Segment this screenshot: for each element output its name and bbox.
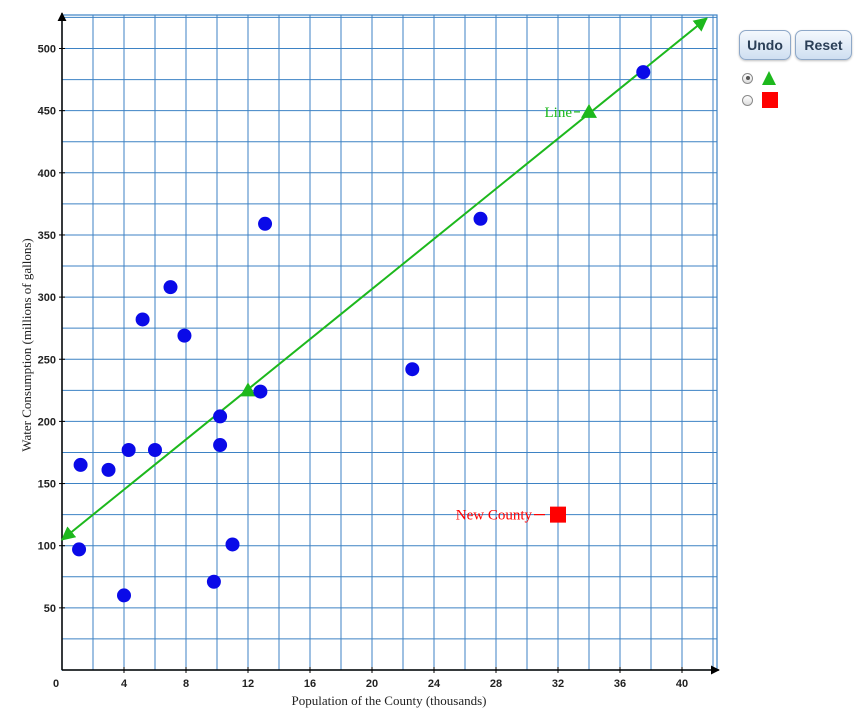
y-axis-label: Water Consumption (millions of gallons) bbox=[19, 238, 34, 451]
x-tick-label: 28 bbox=[490, 678, 502, 690]
line-label: Line bbox=[545, 105, 573, 121]
data-point bbox=[253, 384, 268, 399]
data-point bbox=[121, 442, 136, 457]
new-county-point[interactable] bbox=[550, 506, 566, 523]
x-axis-label: Population of the County (thousands) bbox=[292, 693, 487, 708]
data-point bbox=[135, 312, 150, 327]
tick-labels: 0 4 8 12 16 20 24 28 32 36 40 50 100 150 200 250 300 350 4… bbox=[38, 44, 688, 691]
fit-line-group[interactable]: Line bbox=[60, 17, 708, 541]
triangle-tool-option[interactable] bbox=[742, 70, 777, 86]
x-tick-label: 0 bbox=[53, 678, 59, 690]
data-point bbox=[101, 462, 116, 477]
data-point bbox=[73, 457, 88, 472]
data-point bbox=[473, 211, 488, 226]
x-tick-label: 8 bbox=[183, 678, 189, 690]
y-tick-label: 250 bbox=[38, 354, 56, 366]
y-tick-label: 200 bbox=[38, 416, 56, 428]
data-point bbox=[225, 537, 240, 552]
data-point bbox=[72, 542, 87, 557]
x-tick-label: 40 bbox=[676, 678, 688, 690]
y-tick-label: 450 bbox=[38, 106, 56, 118]
y-tick-label: 50 bbox=[44, 603, 56, 615]
square-tool-radio[interactable] bbox=[742, 94, 753, 106]
grid bbox=[61, 14, 718, 671]
x-tick-label: 20 bbox=[366, 678, 378, 690]
x-tick-label: 32 bbox=[552, 678, 564, 690]
new-county-label: New County bbox=[456, 508, 533, 524]
data-point bbox=[163, 280, 178, 295]
data-point bbox=[177, 328, 192, 343]
data-point bbox=[206, 574, 221, 589]
triangle-tool-radio[interactable] bbox=[742, 72, 753, 84]
y-tick-label: 100 bbox=[38, 541, 56, 553]
fit-line[interactable] bbox=[60, 17, 708, 541]
x-tick-label: 24 bbox=[428, 678, 441, 690]
y-tick-label: 350 bbox=[38, 230, 56, 242]
y-tick-label: 300 bbox=[38, 292, 56, 304]
plot-border bbox=[61, 14, 718, 671]
data-points bbox=[72, 65, 651, 603]
line-handle-triangle[interactable] bbox=[240, 382, 256, 397]
data-point bbox=[258, 216, 273, 231]
square-tool-option[interactable] bbox=[742, 91, 779, 109]
data-point bbox=[213, 438, 228, 453]
red-square-icon bbox=[762, 92, 778, 108]
x-tick-label: 36 bbox=[614, 678, 626, 690]
new-county-group[interactable]: New County bbox=[456, 506, 566, 524]
data-point bbox=[636, 65, 651, 80]
green-triangle-icon bbox=[762, 71, 776, 85]
undo-button[interactable]: Undo bbox=[739, 30, 791, 60]
x-tick-label: 12 bbox=[242, 678, 254, 690]
y-tick-label: 500 bbox=[38, 44, 56, 56]
line-handle-triangle[interactable] bbox=[581, 103, 597, 118]
data-point bbox=[405, 362, 420, 377]
data-point bbox=[148, 442, 162, 457]
x-tick-label: 4 bbox=[121, 678, 128, 690]
x-tick-label: 16 bbox=[304, 678, 316, 690]
y-tick-label: 150 bbox=[38, 479, 56, 491]
y-tick-label: 400 bbox=[38, 168, 56, 180]
reset-button[interactable]: Reset bbox=[795, 30, 852, 60]
data-point bbox=[117, 588, 131, 603]
data-point bbox=[213, 409, 228, 424]
